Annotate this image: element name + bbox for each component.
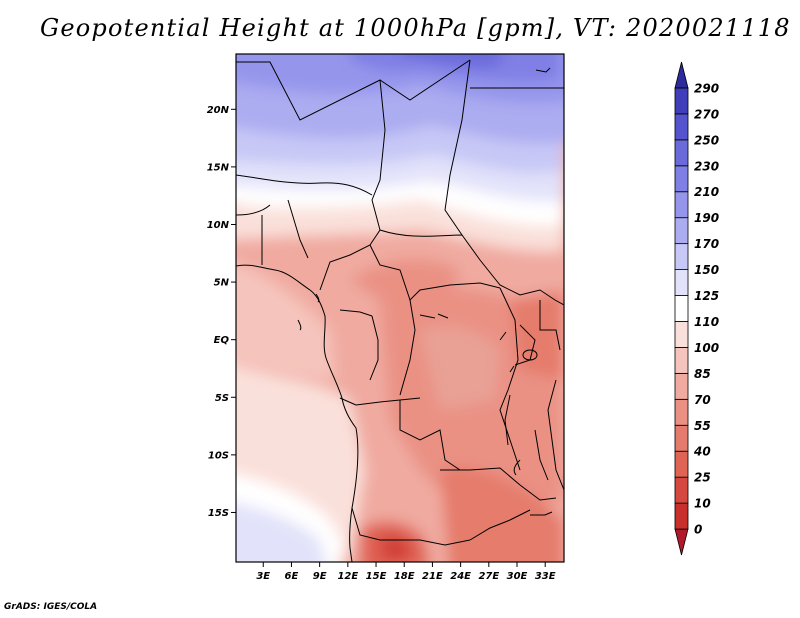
colorbar-label: 55	[694, 419, 711, 433]
colorbar-swatch	[674, 87, 689, 115]
colorbar-swatch	[674, 139, 689, 167]
colorbar-label: 150	[694, 263, 719, 277]
latitude-axis: 20N 15N 10N 5N EQ 5S 10S 15S	[207, 105, 236, 519]
colorbar-swatch	[674, 295, 689, 322]
lat-tick-label: 20N	[207, 105, 230, 116]
colorbar-label: 100	[694, 341, 719, 355]
colorbar-label: 210	[694, 185, 719, 199]
colorbar-swatch	[674, 61, 689, 89]
lat-tick-label: 10N	[207, 220, 230, 231]
lon-tick-label: 12E	[337, 571, 358, 582]
colorbar-label: 290	[694, 81, 719, 95]
longitude-axis: 3E 6E 9E 12E 15E 18E 21E 24E 27E 30E 33E	[256, 562, 556, 582]
colorbar-swatch	[674, 476, 689, 504]
colorbar-swatch	[674, 424, 689, 452]
height-field	[236, 54, 564, 562]
colorbar-label: 190	[694, 211, 719, 225]
lat-tick-label: 15S	[208, 508, 229, 519]
colorbar-label: 0	[694, 523, 702, 537]
colorbar-label: 125	[694, 289, 719, 303]
colorbar-label: 250	[694, 133, 719, 147]
colorbar-label: 270	[694, 107, 719, 121]
colorbar-swatch	[674, 321, 689, 348]
lon-tick-label: 21E	[422, 571, 443, 582]
lon-tick-label: 24E	[450, 571, 471, 582]
lat-tick-label: 15N	[207, 162, 230, 173]
colorbar-swatch	[674, 217, 689, 245]
lon-tick-label: 9E	[313, 571, 327, 582]
lon-tick-label: 6E	[285, 571, 299, 582]
lon-tick-label: 15E	[366, 571, 387, 582]
colorbar-label: 70	[694, 393, 711, 407]
colorbar-label: 230	[694, 159, 719, 173]
colorbar-swatch	[674, 165, 689, 193]
colorbar-label: 10	[694, 497, 711, 511]
colorbar-label: 25	[694, 471, 711, 485]
lon-tick-label: 33E	[535, 571, 556, 582]
lon-tick-label: 18E	[394, 571, 415, 582]
colorbar-label: 110	[694, 315, 719, 329]
colorbar-swatch	[674, 372, 689, 400]
colorbar-swatch	[674, 528, 689, 556]
colorbar: 0 10 25 40 55 70 85 100 110 125 150 170 190 210 230 250…	[674, 61, 719, 556]
colorbar-swatch	[674, 113, 689, 141]
lon-tick-label: 30E	[507, 571, 528, 582]
colorbar-swatch	[674, 347, 689, 374]
map-frame	[235, 53, 565, 563]
colorbar-label: 40	[693, 445, 711, 459]
colorbar-swatch	[674, 243, 689, 270]
lat-tick-label: 10S	[208, 450, 229, 461]
lat-tick-label: 5N	[214, 278, 230, 289]
colorbar-swatch	[674, 269, 689, 296]
lat-tick-label: 5S	[215, 393, 229, 404]
colorbar-swatch	[674, 398, 689, 426]
lon-tick-label: 27E	[478, 571, 499, 582]
colorbar-swatch	[674, 502, 689, 530]
country-borders	[236, 59, 564, 562]
colorbar-swatch	[674, 450, 689, 478]
map-title: Geopotential Height at 1000hPa [gpm], VT…	[40, 14, 791, 42]
colorbar-swatch	[674, 191, 689, 219]
grads-credit: GrADS: IGES/COLA	[4, 602, 98, 612]
lon-tick-label: 3E	[256, 571, 270, 582]
colorbar-label: 85	[694, 367, 711, 381]
lat-tick-label: EQ	[214, 335, 230, 346]
colorbar-label: 170	[694, 237, 719, 251]
